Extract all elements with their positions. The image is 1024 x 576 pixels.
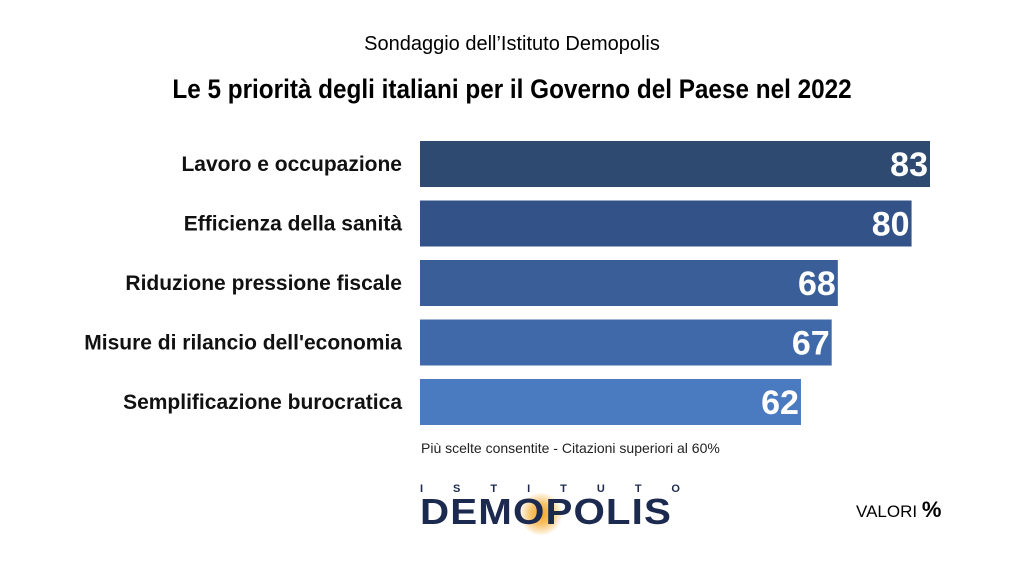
category-label-5: Semplificazione burocratica <box>123 391 402 414</box>
category-label-4: Misure di rilancio dell'economia <box>84 332 402 355</box>
category-label-2: Efficienza della sanità <box>184 213 403 236</box>
demopolis-logo: ISTITUTO DEMOPOLIS <box>420 483 710 535</box>
chart-note: Più scelte consentite - Citazioni superi… <box>421 440 720 456</box>
logo-sun-icon <box>520 493 562 535</box>
logo-top-text: ISTITUTO <box>420 483 710 495</box>
bar-2 <box>420 200 912 247</box>
bar-5 <box>420 379 801 425</box>
bar-4 <box>420 319 832 366</box>
value-label-4: 67 <box>792 325 830 363</box>
units-prefix: VALORI <box>856 502 918 521</box>
bar-3 <box>420 260 838 306</box>
value-label-5: 62 <box>761 384 799 422</box>
value-label-3: 68 <box>798 265 836 303</box>
value-label-2: 80 <box>872 206 910 244</box>
units-label: VALORI % <box>856 497 941 523</box>
logo-main-text: DEMOPOLIS <box>420 491 673 532</box>
bar-1 <box>420 141 930 187</box>
units-symbol: % <box>921 497 942 522</box>
value-label-1: 83 <box>890 146 928 184</box>
chart-title: Le 5 priorità degli italiani per il Gove… <box>172 74 852 104</box>
chart-subtitle: Sondaggio dell’Istituto Demopolis <box>364 33 660 55</box>
category-label-3: Riduzione pressione fiscale <box>125 272 402 295</box>
category-label-1: Lavoro e occupazione <box>181 153 402 176</box>
